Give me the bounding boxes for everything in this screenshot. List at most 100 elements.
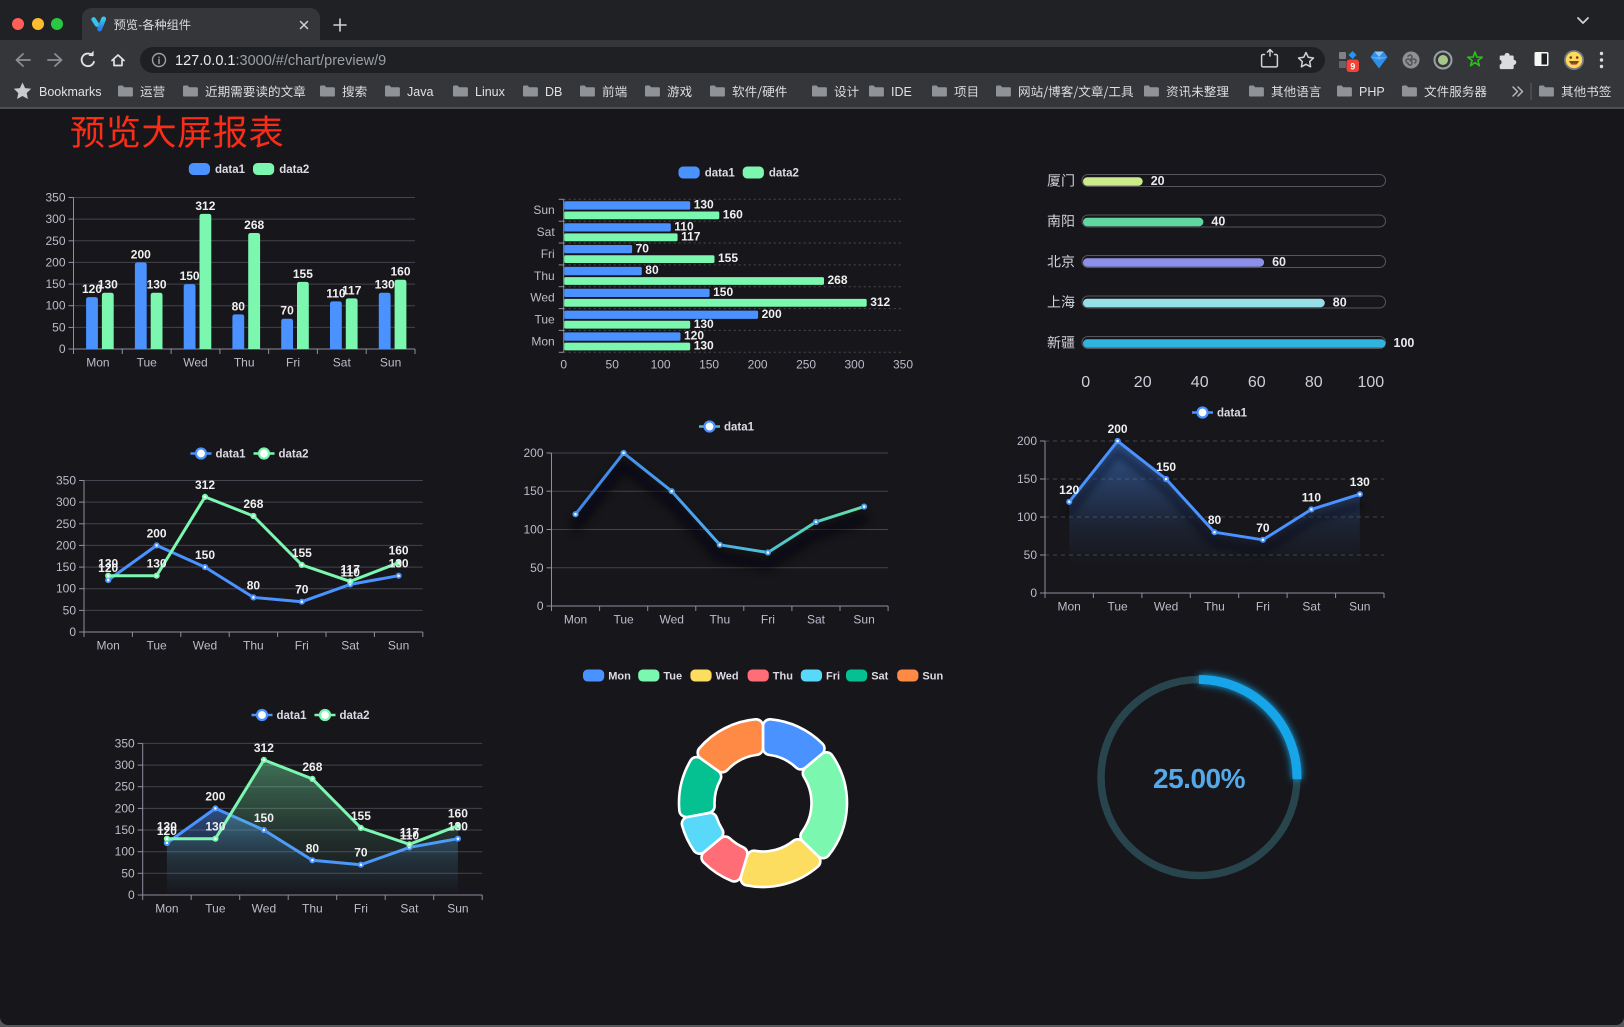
svg-text:80: 80 — [1333, 296, 1347, 310]
svg-text:160: 160 — [723, 208, 743, 222]
svg-text:130: 130 — [1350, 475, 1370, 489]
svg-text:Wed: Wed — [193, 639, 217, 653]
svg-text:Tue: Tue — [613, 613, 634, 627]
svg-text:155: 155 — [718, 251, 738, 265]
svg-text:117: 117 — [681, 229, 701, 243]
svg-text:Tue: Tue — [1107, 600, 1128, 614]
svg-text:0: 0 — [59, 342, 66, 356]
svg-text:80: 80 — [1305, 374, 1323, 391]
svg-text:Fri: Fri — [295, 639, 309, 653]
svg-text:200: 200 — [147, 526, 167, 540]
svg-text:data2: data2 — [340, 710, 370, 722]
svg-text:25.00%: 25.00% — [1153, 763, 1246, 794]
svg-text:160: 160 — [390, 265, 410, 279]
svg-text:200: 200 — [115, 801, 135, 815]
svg-text:130: 130 — [375, 278, 395, 292]
svg-text:60: 60 — [1248, 374, 1266, 391]
svg-text:0: 0 — [128, 888, 135, 902]
svg-text:40: 40 — [1211, 215, 1225, 229]
svg-text:data1: data1 — [277, 710, 308, 722]
svg-text:100: 100 — [1357, 374, 1384, 391]
svg-text:Thu: Thu — [234, 356, 255, 370]
svg-text:Thu: Thu — [709, 613, 730, 627]
svg-text:268: 268 — [244, 218, 264, 232]
svg-text:Thu: Thu — [534, 269, 555, 283]
svg-text:20: 20 — [1151, 174, 1165, 188]
svg-text:200: 200 — [131, 247, 151, 261]
svg-text:data2: data2 — [279, 449, 309, 461]
svg-text:Fri: Fri — [826, 671, 840, 683]
svg-text:Sun: Sun — [380, 356, 401, 370]
svg-text:50: 50 — [530, 561, 544, 575]
svg-text:155: 155 — [292, 546, 312, 560]
svg-text:150: 150 — [195, 548, 215, 562]
svg-text:120: 120 — [1059, 483, 1079, 497]
svg-text:117: 117 — [341, 562, 361, 576]
svg-text:data2: data2 — [769, 168, 799, 180]
svg-text:200: 200 — [56, 538, 76, 552]
svg-text:100: 100 — [1394, 336, 1415, 350]
svg-text:312: 312 — [870, 295, 890, 309]
svg-text:150: 150 — [115, 823, 135, 837]
svg-text:Sat: Sat — [1302, 600, 1321, 614]
svg-text:200: 200 — [523, 446, 543, 460]
svg-text:130: 130 — [448, 820, 468, 834]
svg-text:data1: data1 — [216, 449, 247, 461]
svg-text:80: 80 — [1208, 513, 1222, 527]
svg-text:Fri: Fri — [354, 902, 368, 916]
svg-text:350: 350 — [893, 357, 913, 371]
svg-text:312: 312 — [195, 199, 215, 213]
svg-text:150: 150 — [1156, 460, 1176, 474]
svg-text:130: 130 — [694, 339, 714, 353]
svg-text:Mon: Mon — [86, 356, 109, 370]
svg-text:Java: Java — [407, 85, 433, 99]
svg-text:150: 150 — [254, 811, 274, 825]
svg-text:268: 268 — [243, 497, 263, 511]
svg-text:Thu: Thu — [243, 639, 264, 653]
svg-text:0: 0 — [1030, 586, 1037, 600]
svg-text:0: 0 — [69, 625, 76, 639]
svg-text:0: 0 — [560, 357, 567, 371]
svg-text:Sat: Sat — [537, 225, 556, 239]
svg-text:268: 268 — [828, 273, 848, 287]
svg-text:60: 60 — [1272, 255, 1286, 269]
svg-text:Sat: Sat — [807, 613, 826, 627]
svg-text:130: 130 — [147, 557, 167, 571]
svg-text:data1: data1 — [724, 422, 755, 434]
svg-text:150: 150 — [699, 357, 719, 371]
svg-text:130: 130 — [694, 198, 714, 212]
svg-text:data2: data2 — [279, 164, 309, 176]
svg-text:150: 150 — [1017, 472, 1037, 486]
svg-text:160: 160 — [389, 544, 409, 558]
svg-text:Sun: Sun — [1349, 600, 1370, 614]
svg-text:Wed: Wed — [716, 671, 739, 683]
svg-text:Sun: Sun — [533, 203, 554, 217]
svg-text:200: 200 — [45, 255, 65, 269]
svg-text:312: 312 — [195, 478, 215, 492]
svg-text:250: 250 — [56, 517, 76, 531]
svg-text:70: 70 — [354, 846, 368, 860]
svg-text:Mon: Mon — [608, 671, 631, 683]
svg-text:150: 150 — [713, 285, 733, 299]
svg-text:150: 150 — [523, 484, 543, 498]
svg-text:Fri: Fri — [541, 247, 555, 261]
svg-text:50: 50 — [606, 357, 620, 371]
svg-text:100: 100 — [45, 299, 65, 313]
svg-text:155: 155 — [351, 809, 371, 823]
svg-text:Tue: Tue — [137, 356, 158, 370]
svg-text:Sun: Sun — [853, 613, 874, 627]
svg-text:Tue: Tue — [146, 639, 167, 653]
svg-text:Wed: Wed — [1154, 600, 1178, 614]
svg-text:Mon: Mon — [531, 334, 554, 348]
svg-text:100: 100 — [651, 357, 671, 371]
svg-text:110: 110 — [341, 565, 361, 579]
svg-text:300: 300 — [45, 212, 65, 226]
svg-text:Tue: Tue — [205, 902, 226, 916]
svg-text:120: 120 — [98, 561, 118, 575]
svg-text:Wed: Wed — [659, 613, 683, 627]
svg-text:Fri: Fri — [286, 356, 300, 370]
svg-text:130: 130 — [694, 317, 714, 331]
svg-text:Thu: Thu — [773, 671, 793, 683]
svg-text:117: 117 — [400, 825, 420, 839]
svg-text:50: 50 — [121, 866, 135, 880]
